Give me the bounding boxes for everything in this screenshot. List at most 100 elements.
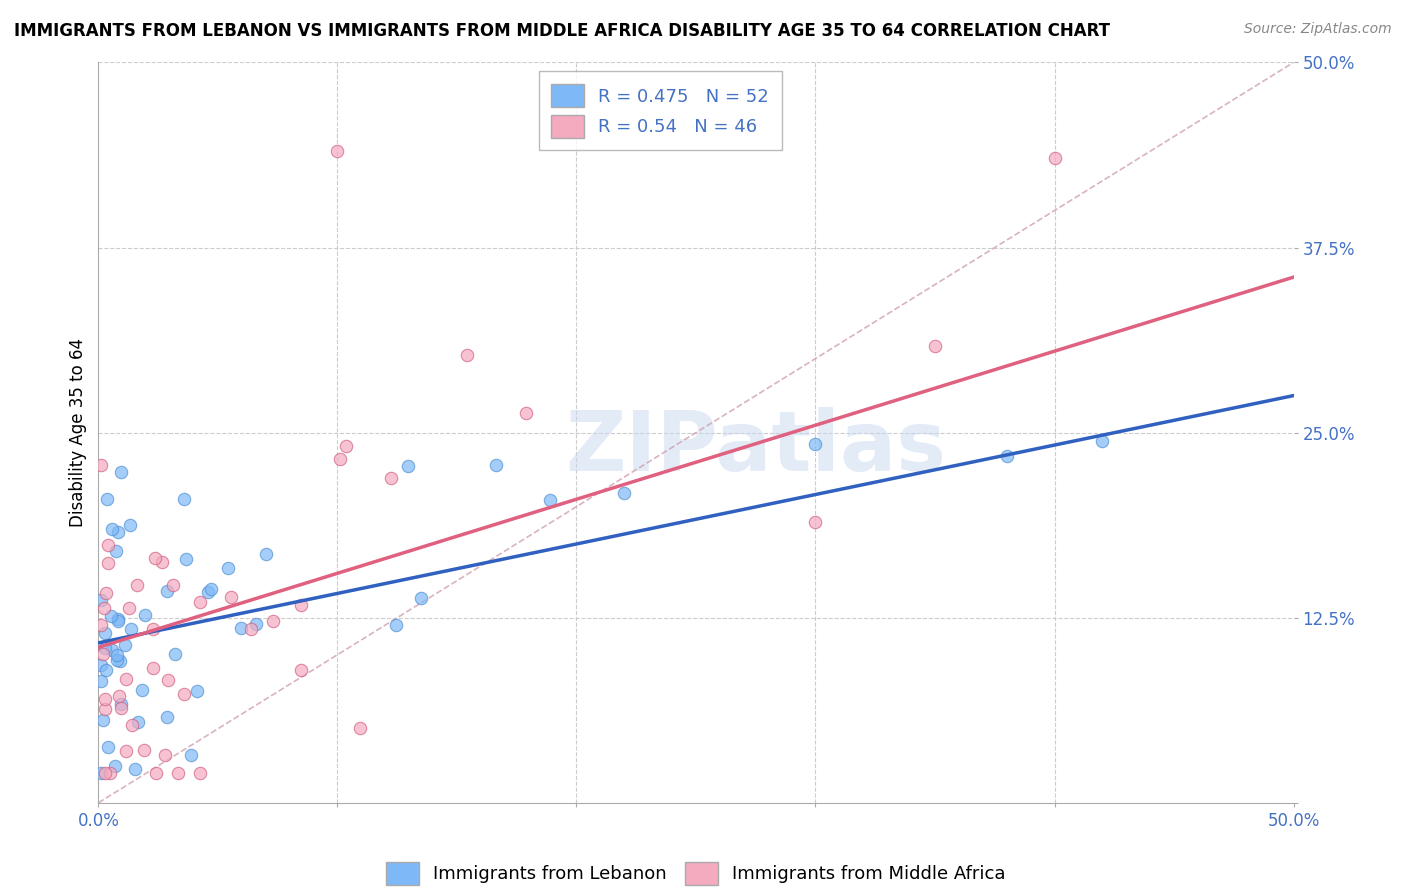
Point [326,145,349,159]
Text: ZIPatlas: ZIPatlas [565,407,946,488]
Point [110,697,132,711]
Point [120,518,142,533]
Point [190,595,212,609]
Point [188,766,211,780]
Point [173,687,195,701]
Point [229,621,252,635]
Point [105,653,128,667]
Point [924,338,946,352]
Point [121,717,143,731]
Legend: Immigrants from Lebanon, Immigrants from Middle Africa: Immigrants from Lebanon, Immigrants from… [377,853,1015,892]
Point [385,618,408,632]
Point [150,555,173,569]
Point [114,638,136,652]
Point [93,601,115,615]
Point [94,702,117,716]
Point [538,492,561,507]
Point [91,647,114,661]
Point [165,648,187,662]
Point [96,492,118,507]
Point [90,458,112,473]
Point [157,673,180,687]
Point [120,622,142,636]
Point [156,710,179,724]
Point [329,452,352,467]
Point [115,672,138,686]
Point [110,465,132,479]
Point [613,486,636,500]
Point [219,590,242,604]
Point [134,607,156,622]
Point [94,691,117,706]
Point [108,689,131,703]
Point [515,406,537,420]
Point [156,584,179,599]
Point [349,721,371,735]
Point [90,658,112,673]
Point [174,551,197,566]
Point [107,614,129,628]
Point [180,748,202,763]
Point [411,591,433,606]
Point [142,622,165,636]
Point [127,714,149,729]
Point [804,515,827,529]
Point [94,766,117,780]
Point [94,626,117,640]
Point [485,458,508,472]
Point [96,538,118,552]
Point [995,449,1018,463]
Point [98,766,121,780]
Point [131,682,153,697]
Text: Source: ZipAtlas.com: Source: ZipAtlas.com [1244,22,1392,37]
Point [142,661,165,675]
Point [125,578,148,592]
Point [396,458,419,473]
Point [97,740,120,755]
Point [200,582,222,596]
Point [262,615,284,629]
Point [1043,152,1066,166]
Point [197,585,219,599]
Point [100,608,122,623]
Point [94,663,117,677]
Point [101,522,124,536]
Point [217,560,239,574]
Point [124,762,146,776]
Point [110,700,132,714]
Point [240,622,263,636]
Point [104,759,127,773]
Point [162,578,184,592]
Point [96,586,118,600]
Point [173,492,195,507]
Point [90,674,112,689]
Point [91,713,114,727]
Point [186,684,208,698]
Point [254,547,277,561]
Point [290,598,312,612]
Point [114,743,136,757]
Point [97,557,120,571]
Point [166,766,188,780]
Point [107,612,129,626]
Point [107,525,129,540]
Point [380,471,402,485]
Text: IMMIGRANTS FROM LEBANON VS IMMIGRANTS FROM MIDDLE AFRICA DISABILITY AGE 35 TO 64: IMMIGRANTS FROM LEBANON VS IMMIGRANTS FR… [14,22,1111,40]
Point [104,544,127,558]
Point [90,593,112,607]
Point [132,742,155,756]
Point [290,663,312,677]
Point [108,654,131,668]
Point [101,643,124,657]
Point [1091,434,1114,448]
Point [245,617,267,632]
Point [90,766,112,780]
Point [456,348,478,362]
Point [90,618,112,632]
Point [804,437,827,451]
Point [105,648,128,662]
Point [155,748,177,763]
Point [143,550,166,565]
Point [335,439,357,453]
Y-axis label: Disability Age 35 to 64: Disability Age 35 to 64 [69,338,87,527]
